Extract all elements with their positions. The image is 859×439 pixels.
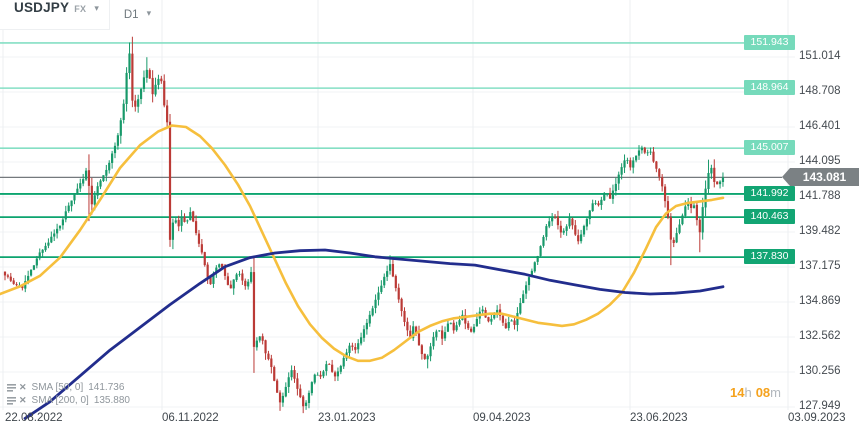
x-axis-date-label: 23.01.2023: [318, 412, 376, 424]
y-axis-price-label: 144.095: [799, 155, 841, 167]
y-axis-price-label: 127.949: [799, 400, 841, 413]
price-level-badge[interactable]: 145.007: [744, 140, 795, 156]
vertical-gridlines: [2, 0, 789, 410]
indicator-value: 141.736: [88, 381, 125, 393]
indicator-remove-icon[interactable]: ✕: [19, 382, 27, 392]
price-level-badge[interactable]: 148.964: [744, 80, 795, 96]
indicator-legend: ✕ SMA [50, 0] 141.736 ✕ SMA [200, 0] 135…: [7, 381, 130, 407]
countdown-hours: 14: [729, 385, 745, 400]
y-axis-price-label: 151.014: [799, 50, 841, 62]
sma-50-line[interactable]: [0, 124, 725, 363]
indicator-remove-icon[interactable]: ✕: [19, 395, 27, 405]
sma-200-line[interactable]: [23, 248, 725, 420]
y-axis-price-label: 146.401: [799, 120, 841, 132]
y-axis-price-label: 148.708: [799, 85, 841, 97]
chart-toolbar: USDJPY FX ▾ D1 ▾: [0, 0, 163, 30]
candle-countdown: 14h 08m: [705, 385, 785, 400]
y-axis-price-label: 139.482: [799, 225, 841, 238]
x-axis-date-label: 09.04.2023: [473, 412, 531, 424]
chevron-down-icon: ▾: [146, 8, 152, 18]
price-level-badge[interactable]: 151.943: [744, 34, 795, 50]
y-axis-price-label: 130.256: [799, 365, 841, 378]
indicator-settings-icon[interactable]: [7, 383, 16, 392]
indicator-row-sma200: ✕ SMA [200, 0] 135.880: [7, 394, 130, 406]
symbol-label: USDJPY: [14, 0, 70, 15]
x-axis-date-label: 22.08.2022: [5, 412, 63, 424]
y-axis-price-label: 137.175: [799, 260, 841, 273]
indicator-row-sma50: ✕ SMA [50, 0] 141.736: [7, 381, 130, 393]
chevron-down-icon: ▾: [94, 2, 99, 13]
y-axis-price-label: 141.788: [799, 190, 841, 203]
indicator-value: 135.880: [93, 394, 130, 406]
countdown-minutes-unit: m: [770, 385, 781, 400]
y-axis-price-label: 132.562: [799, 330, 841, 343]
candlesticks: [3, 36, 725, 414]
x-axis-date-label: 03.09.2023: [788, 412, 846, 424]
symbol-selector[interactable]: USDJPY FX ▾: [0, 0, 110, 30]
timeframe-selector[interactable]: D1 ▾: [110, 0, 163, 29]
indicator-settings-icon[interactable]: [7, 396, 16, 405]
x-axis-date-label: 23.06.2023: [630, 412, 688, 424]
price-level-badge[interactable]: 137.830: [744, 249, 795, 265]
current-price-badge: 143.081: [782, 168, 859, 187]
market-type-label: FX: [74, 3, 87, 14]
indicator-label: SMA [200, 0]: [31, 394, 89, 406]
indicator-label: SMA [50, 0]: [31, 381, 84, 393]
price-level-badge[interactable]: 140.463: [744, 209, 795, 225]
horizontal-gridlines: [0, 56, 795, 408]
y-axis-price-label: 134.869: [799, 295, 841, 308]
countdown-hours-unit: h: [744, 385, 752, 400]
countdown-minutes: 08: [755, 385, 771, 400]
x-axis-date-label: 06.11.2022: [162, 412, 219, 424]
timeframe-label: D1: [123, 8, 139, 21]
price-level-badge[interactable]: 141.992: [744, 185, 795, 201]
